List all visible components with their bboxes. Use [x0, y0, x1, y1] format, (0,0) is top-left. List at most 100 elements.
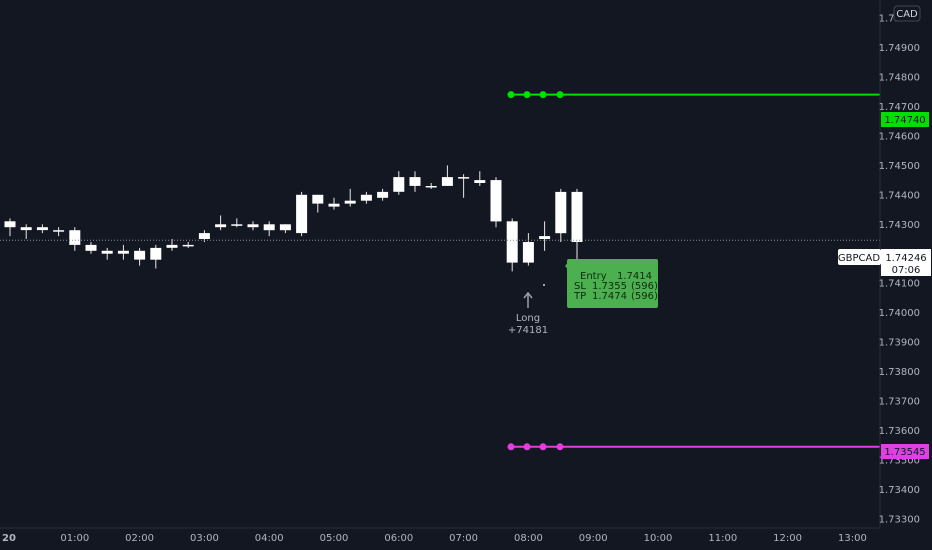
time-tick-label: 01:00 [60, 533, 89, 544]
price-tick-label: 1.73300 [879, 515, 920, 526]
currency-badge[interactable]: CAD [893, 5, 921, 22]
tp-tag-box [881, 112, 929, 127]
time-tick-label: 20 [2, 533, 16, 544]
symbol-tag-box [838, 249, 881, 265]
candle-body [328, 203, 340, 207]
candle-body [490, 180, 502, 222]
trade-sl-value: 1.7355 [592, 281, 627, 292]
signal-price: +74181 [508, 325, 548, 336]
last-price-box [881, 249, 931, 276]
candle-body [231, 224, 243, 226]
candle-body [85, 244, 97, 251]
sl-level-dot [507, 443, 515, 451]
signal-label: Long [516, 313, 540, 324]
tp-level-dot [507, 91, 515, 99]
time-tick-label: 09:00 [579, 533, 608, 544]
sl-level-dot [556, 443, 564, 451]
candle-body [296, 194, 308, 234]
marker-dot [543, 284, 545, 286]
candle-body [263, 224, 275, 231]
price-tick-label: 1.74100 [879, 279, 920, 290]
candle-body [134, 250, 146, 260]
time-tick-label: 06:00 [384, 533, 413, 544]
candle-body [555, 191, 567, 234]
trade-entry-label: Entry [580, 271, 607, 282]
symbol-tag-text: GBPCAD [838, 253, 880, 264]
candle-body [182, 244, 194, 247]
candle-body [53, 230, 65, 232]
time-tick-label: 02:00 [125, 533, 154, 544]
sl-level-dot [539, 443, 547, 451]
trade-entry-value: 1.7414 [617, 271, 652, 282]
candle-body [506, 221, 518, 263]
trade-tp-label: TP [573, 291, 586, 302]
currency-badge-box [893, 5, 921, 22]
time-axis[interactable]: 20 01:00 02:00 03:00 04:00 05:00 06:00 07:00 08:… [0, 527, 880, 544]
candle-body [312, 194, 324, 204]
trade-sl-points: (596) [631, 281, 658, 292]
trade-tp-points: (596) [631, 291, 658, 302]
candle-body [247, 224, 259, 228]
trade-sl-label: SL [574, 281, 586, 292]
candle-body [117, 250, 129, 254]
symbol-tag: GBPCAD [838, 249, 881, 265]
candle-body [409, 177, 421, 186]
candle-body [377, 191, 389, 198]
tp-tag-text: 1.74740 [884, 115, 925, 126]
time-tick-label: 05:00 [320, 533, 349, 544]
trade-box[interactable]: Entry 1.7414 SL 1.7355 (596) TP 1.7474 (… [565, 259, 658, 308]
candle-body [20, 227, 32, 231]
price-tick-label: 1.73500 [879, 456, 920, 467]
price-tick-label: 1.74700 [879, 102, 920, 113]
price-tick-label: 1.74300 [879, 220, 920, 231]
price-tick-label: 1.73700 [879, 397, 920, 408]
time-tick-label: 07:00 [449, 533, 478, 544]
trade-tp-value: 1.7474 [592, 291, 627, 302]
candle-body [344, 200, 356, 204]
candle-body [101, 250, 113, 254]
time-tick-label: 08:00 [514, 533, 543, 544]
candle-body [36, 227, 48, 231]
sl-level-dot [523, 443, 531, 451]
price-tick-label: 1.73400 [879, 485, 920, 496]
tp-price-tag: 1.74740 [881, 112, 929, 127]
candle-body [166, 244, 178, 248]
candle-body [393, 177, 405, 192]
sl-price-tag: 1.73545 [881, 444, 929, 459]
candle-body [474, 180, 486, 183]
candle-body [522, 242, 534, 263]
price-tick-label: 1.74900 [879, 43, 920, 54]
last-price-text: 1.74246 [885, 253, 926, 264]
time-tick-label: 03:00 [190, 533, 219, 544]
candle-body [458, 177, 470, 179]
price-tick-label: 1.74800 [879, 72, 920, 83]
long-signal: Long +74181 [508, 291, 548, 336]
candle-body [539, 236, 551, 239]
time-axis-ticks: 20 01:00 02:00 03:00 04:00 05:00 06:00 07:00 08:… [2, 533, 867, 544]
candle-body [279, 224, 291, 231]
tp-level-dot [523, 91, 531, 99]
sl-tag-text: 1.73545 [884, 447, 925, 458]
countdown-text: 07:06 [892, 265, 921, 276]
time-tick-label: 12:00 [773, 533, 802, 544]
price-tick-label: 1.74600 [879, 131, 920, 142]
candle-body [198, 233, 210, 239]
tp-level-dot [556, 91, 564, 99]
time-tick-label: 04:00 [255, 533, 284, 544]
price-tick-label: 1.73900 [879, 338, 920, 349]
time-tick-label: 11:00 [708, 533, 737, 544]
price-tick-label: 1.74500 [879, 161, 920, 172]
time-tick-label: 13:00 [838, 533, 867, 544]
time-tick-label: 10:00 [644, 533, 673, 544]
candle-body [425, 186, 437, 188]
candle-body [441, 177, 453, 186]
candle-body [360, 194, 372, 201]
candle-body [69, 230, 81, 245]
currency-badge-text: CAD [896, 9, 918, 20]
price-tick-label: 1.73800 [879, 367, 920, 378]
levels-layer [507, 91, 880, 451]
price-tick-label: 1.73600 [879, 426, 920, 437]
price-tick-label: 1.74400 [879, 190, 920, 201]
